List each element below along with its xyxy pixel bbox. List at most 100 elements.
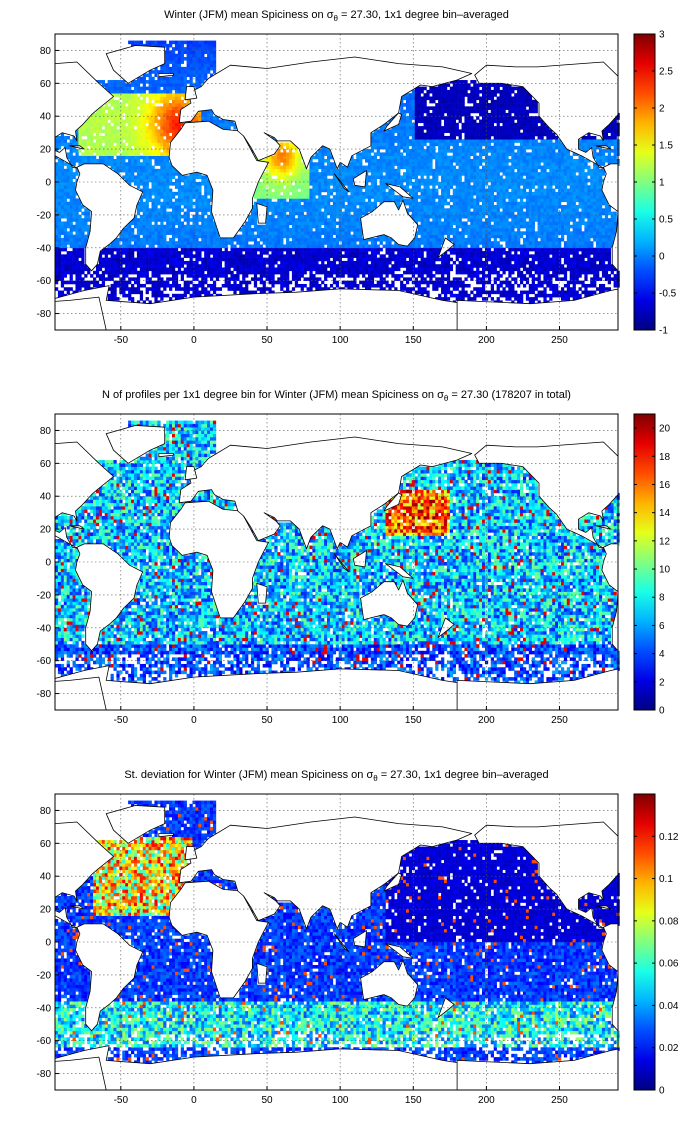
- heatmap-cell: [400, 283, 404, 288]
- heatmap-cell: [151, 89, 155, 94]
- heatmap-cell: [171, 83, 176, 87]
- heatmap-cell: [324, 270, 328, 275]
- heatmap-cell: [171, 277, 176, 281]
- heatmap-cell: [78, 214, 82, 219]
- heatmap-cell: [145, 264, 149, 268]
- heatmap-cell: [125, 116, 129, 120]
- heatmap-cell: [408, 116, 413, 120]
- heatmap-cell: [101, 155, 106, 160]
- heatmap-cell: [420, 241, 424, 245]
- heatmap-cell: [95, 139, 100, 143]
- heatmap-cell: [414, 195, 418, 199]
- heatmap-cell: [212, 221, 217, 226]
- heatmap-cell: [198, 182, 202, 186]
- heatmap-cell: [60, 201, 65, 206]
- heatmap-cell: [300, 274, 304, 278]
- heatmap-cell: [174, 182, 179, 186]
- heatmap-cell: [171, 241, 176, 245]
- heatmap-cell: [84, 122, 88, 127]
- heatmap-cell: [189, 53, 193, 58]
- heatmap-cell: [122, 145, 126, 150]
- heatmap-cell: [87, 135, 91, 140]
- heatmap-cell: [186, 201, 190, 206]
- heatmap-cell: [148, 251, 152, 255]
- heatmap-cell: [166, 132, 170, 137]
- heatmap-cell: [400, 175, 404, 180]
- heatmap-cell: [283, 274, 287, 278]
- heatmap-cell: [189, 251, 193, 255]
- heatmap-cell: [169, 126, 173, 130]
- heatmap-cell: [341, 218, 345, 222]
- heatmap-cell: [417, 155, 421, 160]
- heatmap-cell: [394, 264, 398, 268]
- heatmap-cell: [403, 109, 407, 114]
- heatmap-cell: [403, 260, 407, 265]
- heatmap-cell: [370, 260, 375, 265]
- heatmap-cell: [131, 122, 135, 127]
- heatmap-cell: [309, 165, 313, 170]
- heatmap-cell: [110, 267, 114, 272]
- heatmap-cell: [198, 241, 202, 245]
- heatmap-cell: [55, 195, 59, 199]
- heatmap-cell: [286, 231, 290, 235]
- heatmap-cell: [154, 155, 158, 160]
- heatmap-cell: [420, 119, 424, 124]
- heatmap-cell: [163, 224, 167, 229]
- heatmap-cell: [122, 152, 126, 156]
- heatmap-cell: [277, 264, 281, 268]
- heatmap-cell: [397, 267, 401, 272]
- heatmap-cell: [277, 247, 281, 252]
- heatmap-cell: [142, 139, 146, 143]
- heatmap-cell: [397, 175, 401, 180]
- heatmap-cell: [256, 185, 261, 189]
- heatmap-cell: [128, 165, 132, 170]
- heatmap-cell: [104, 158, 108, 163]
- heatmap-cell: [66, 214, 70, 219]
- heatmap-cell: [294, 211, 299, 216]
- heatmap-cell: [373, 162, 378, 166]
- heatmap-cell: [63, 162, 67, 166]
- heatmap-cell: [195, 80, 199, 84]
- heatmap-cell: [224, 283, 228, 288]
- heatmap-cell: [195, 50, 199, 55]
- heatmap-cell: [332, 254, 337, 258]
- heatmap-cell: [242, 260, 246, 265]
- heatmap-cell: [131, 283, 135, 288]
- heatmap-cell: [157, 234, 161, 239]
- heatmap-cell: [198, 254, 202, 258]
- heatmap-cell: [101, 251, 106, 255]
- heatmap-cell: [379, 260, 383, 265]
- heatmap-cell: [411, 287, 416, 291]
- heatmap-cell: [347, 198, 351, 203]
- heatmap-cell: [125, 93, 129, 97]
- heatmap-cell: [78, 201, 82, 206]
- heatmap-cell: [233, 237, 237, 242]
- heatmap-cell: [210, 109, 214, 114]
- heatmap-cell: [332, 211, 337, 216]
- heatmap-cell: [160, 280, 164, 285]
- heatmap-cell: [107, 274, 111, 278]
- heatmap-cell: [204, 254, 208, 258]
- heatmap-cell: [157, 185, 161, 189]
- heatmap-cell: [180, 76, 184, 81]
- heatmap-cell: [116, 162, 120, 166]
- heatmap-cell: [131, 297, 135, 301]
- heatmap-cell: [212, 47, 217, 51]
- heatmap-cell: [201, 221, 205, 226]
- heatmap-cell: [365, 152, 369, 156]
- heatmap-cell: [198, 47, 202, 51]
- heatmap-cell: [277, 231, 281, 235]
- heatmap-cell: [385, 237, 389, 242]
- heatmap-cell: [186, 251, 190, 255]
- heatmap-cell: [356, 270, 360, 275]
- heatmap-cell: [408, 205, 413, 209]
- heatmap-cell: [198, 257, 202, 262]
- heatmap-cell: [423, 237, 427, 242]
- heatmap-cell: [253, 264, 258, 268]
- heatmap-cell: [280, 244, 284, 249]
- heatmap-cell: [405, 103, 410, 107]
- heatmap-cell: [420, 132, 424, 137]
- heatmap-cell: [63, 168, 67, 173]
- heatmap-cell: [133, 287, 138, 291]
- heatmap-cell: [291, 178, 296, 183]
